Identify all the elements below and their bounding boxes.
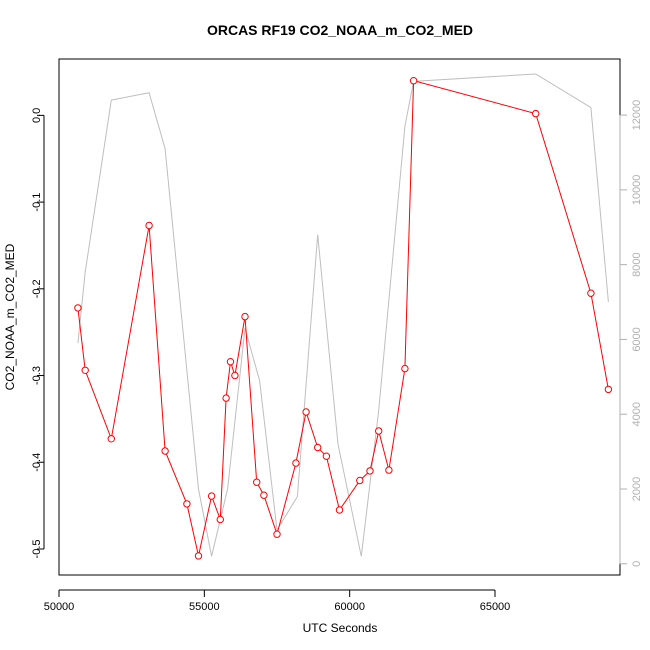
- series-line-gray: [77, 73, 609, 557]
- data-point: [145, 221, 153, 230]
- data-point: [356, 476, 364, 485]
- data-point: [260, 491, 268, 499]
- data-point: [335, 506, 344, 514]
- data-point: [241, 312, 249, 321]
- y2-tick-label: 4000: [631, 402, 643, 426]
- series-line-red: [77, 80, 609, 557]
- data-point: [322, 452, 331, 460]
- y-tick-label: -0.1: [31, 193, 43, 212]
- data-point: [273, 530, 281, 538]
- y-tick-label: -0.2: [31, 279, 43, 298]
- y2-tick-label: 2000: [631, 477, 643, 501]
- x-tick-label: 50000: [44, 601, 75, 613]
- data-point: [385, 466, 393, 474]
- data-point: [253, 478, 261, 486]
- data-point: [183, 500, 191, 508]
- data-point: [81, 366, 89, 374]
- data-point: [587, 289, 595, 297]
- y-axis-label: CO2_NOAA_m_CO2_MED: [3, 243, 17, 390]
- data-point: [366, 467, 374, 475]
- data-point: [226, 358, 235, 366]
- chart-title: ORCAS RF19 CO2_NOAA_m_CO2_MED: [207, 22, 473, 38]
- x-tick-label: 65000: [480, 601, 511, 613]
- data-point: [222, 394, 230, 402]
- data-point: [604, 385, 613, 394]
- y2-tick-label: 8000: [631, 252, 643, 276]
- x-tick-label: 55000: [189, 601, 220, 613]
- x-axis-label: UTC Seconds: [303, 621, 378, 635]
- series-gray-layer: [77, 73, 609, 557]
- data-point: [532, 109, 540, 118]
- data-point: [401, 364, 409, 373]
- axes-layer: 50000 55000 60000 65000-0.5-0.4-0.3-0.2-0.1…: [31, 100, 643, 613]
- plot-frame: [58, 58, 621, 576]
- data-point: [207, 492, 216, 500]
- data-point: [292, 459, 300, 467]
- y2-tick-label: 12000: [631, 100, 643, 131]
- y-tick-label: 0.0: [31, 108, 43, 123]
- data-point: [107, 435, 116, 443]
- data-point: [375, 427, 383, 435]
- series-red-layer: [74, 77, 613, 560]
- data-point: [409, 77, 418, 85]
- y2-tick-label: 6000: [631, 327, 643, 351]
- y-tick-label: -0.5: [31, 539, 43, 558]
- y2-tick-label: 10000: [631, 175, 643, 206]
- data-point: [74, 304, 82, 312]
- data-point: [302, 408, 310, 416]
- y2-tick-label: 0: [631, 561, 643, 567]
- data-point: [161, 447, 169, 455]
- data-point: [216, 515, 225, 524]
- y-tick-label: -0.3: [31, 366, 43, 385]
- data-point: [231, 371, 239, 380]
- x-tick-label: 60000: [334, 601, 365, 613]
- data-point: [194, 552, 203, 560]
- y-tick-label: -0.4: [31, 453, 43, 472]
- data-point: [314, 443, 322, 452]
